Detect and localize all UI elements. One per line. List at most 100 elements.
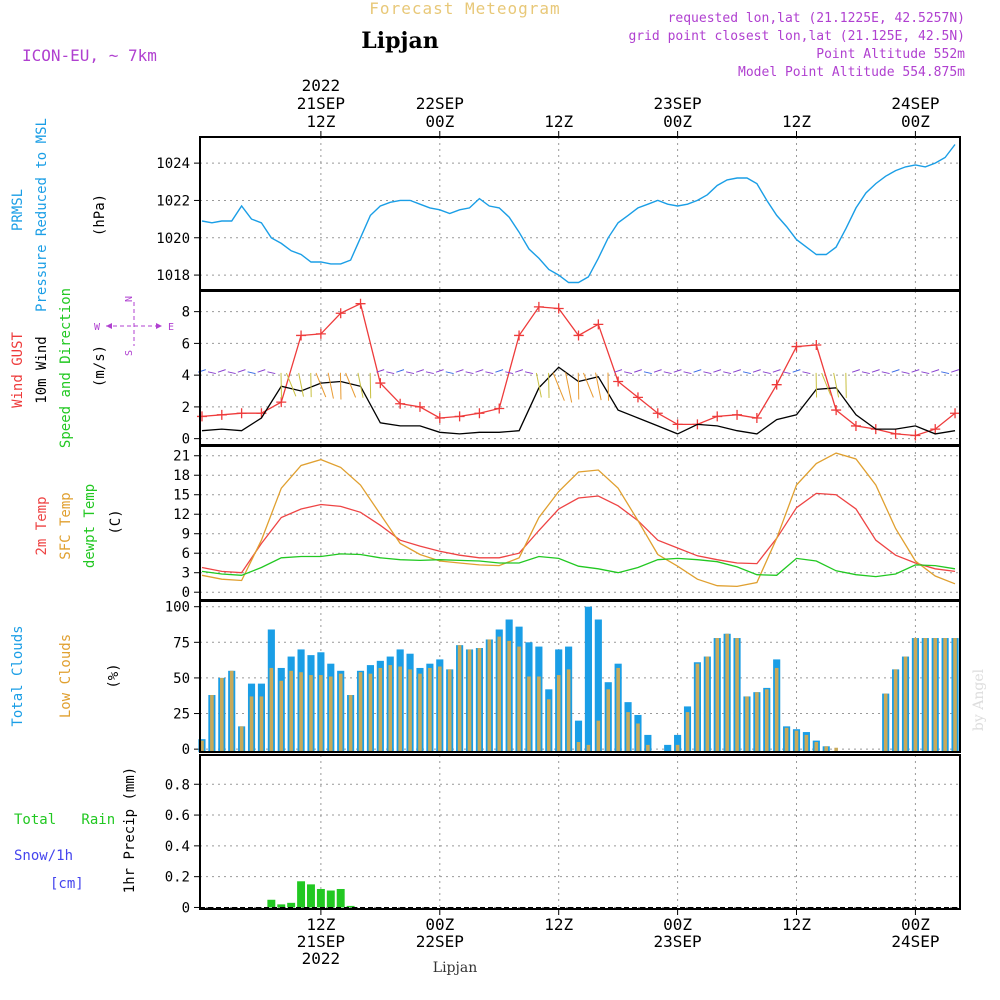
bottom-axis-label: 00Z xyxy=(663,915,692,934)
wind-arrow xyxy=(515,369,524,373)
compass-icon: N S W E xyxy=(94,296,174,356)
wind-arrow xyxy=(931,369,940,373)
y-tick-label: 1024 xyxy=(156,156,190,172)
y-tick-label: 75 xyxy=(173,635,190,651)
wind-arrow xyxy=(891,369,900,373)
wind-arrow xyxy=(505,371,514,375)
gust-marker xyxy=(355,298,366,309)
wind-arrow xyxy=(703,371,712,375)
wind-arrow xyxy=(713,369,722,373)
low-cloud-bar xyxy=(774,667,779,753)
low-cloud-bar xyxy=(438,666,442,753)
low-clouds-label: Low Clouds xyxy=(58,634,74,718)
y-tick-label: 9 xyxy=(182,527,190,543)
y-tick-label: 0.8 xyxy=(165,777,190,793)
gust-marker xyxy=(276,397,287,408)
low-cloud-bar xyxy=(824,746,829,753)
rain-bar xyxy=(346,905,355,908)
wind-arrow xyxy=(565,372,573,403)
wind-arrow xyxy=(357,372,364,398)
low-cloud-bar xyxy=(556,675,561,753)
wind-arrow xyxy=(683,371,692,375)
bottom-axis-label: 21SEP xyxy=(297,932,345,951)
wind-arrow xyxy=(624,371,633,375)
wind-arrow xyxy=(723,371,732,375)
low-cloud-bar xyxy=(913,638,918,753)
low-cloud-bar xyxy=(269,667,274,753)
low-cloud-bar xyxy=(537,676,541,753)
low-cloud-bar xyxy=(953,638,957,753)
snow-unit: [cm] xyxy=(50,876,84,892)
wind-arrow xyxy=(315,372,327,398)
gust-marker xyxy=(335,308,346,319)
gust-marker xyxy=(315,328,326,339)
low-cloud-bar xyxy=(893,669,898,753)
gust-marker xyxy=(930,424,941,435)
wind-unit: (m/s) xyxy=(92,345,108,387)
low-cloud-bar xyxy=(794,730,799,753)
low-cloud-bar xyxy=(319,675,323,753)
y-tick-label: 12 xyxy=(173,507,190,523)
wind-arrow xyxy=(607,372,610,401)
low-cloud-bar xyxy=(735,638,739,753)
low-cloud-bar xyxy=(457,645,462,753)
wind-arrow xyxy=(595,372,602,401)
wind-arrow xyxy=(298,372,304,397)
wind-arrow xyxy=(435,369,444,373)
low-cloud-bar xyxy=(626,712,630,753)
low-cloud-bar xyxy=(685,712,690,753)
gust-marker xyxy=(652,408,663,419)
gust-marker xyxy=(890,428,901,439)
wind-arrow xyxy=(871,369,880,373)
temp-dew-line xyxy=(201,553,956,578)
top-axis-label: 21SEP xyxy=(297,94,345,113)
low-cloud-bar xyxy=(646,744,650,753)
y-tick-label: 15 xyxy=(173,488,190,504)
gridpoint-coords: grid point closest lon,lat (21.125E, 42.… xyxy=(628,29,965,44)
low-cloud-bar xyxy=(358,672,363,753)
low-cloud-bar xyxy=(725,633,729,753)
low-cloud-bar xyxy=(745,696,749,753)
wind-arrow xyxy=(535,372,542,398)
pressure-label-name: Pressure Reduced to MSL xyxy=(34,118,50,312)
gust-marker xyxy=(672,419,683,430)
low-cloud-bar xyxy=(398,666,402,753)
wind-arrow xyxy=(762,371,771,375)
rain-bar xyxy=(297,881,306,908)
rain-bar xyxy=(316,888,325,908)
low-cloud-bar xyxy=(566,669,571,753)
low-cloud-bar xyxy=(279,680,284,753)
low-cloud-bar xyxy=(804,734,809,753)
wind-arrow xyxy=(339,372,342,400)
wind-arrow xyxy=(455,369,464,373)
low-cloud-bar xyxy=(388,665,393,753)
gust-marker xyxy=(296,330,307,341)
y-tick-label: 4 xyxy=(182,368,190,384)
wind-arrow xyxy=(911,369,920,373)
total-clouds-label: Total Clouds xyxy=(10,625,26,726)
bottom-axis-label: 24SEP xyxy=(891,932,939,951)
gust-marker xyxy=(831,405,842,416)
point-altitude: Point Altitude 552m xyxy=(816,47,965,62)
wind-arrow xyxy=(673,369,682,373)
wind-arrow xyxy=(782,371,791,375)
gust-marker xyxy=(771,379,782,390)
wind-arrow xyxy=(415,369,424,373)
bottom-axis-label: 12Z xyxy=(306,915,335,934)
gust-marker xyxy=(811,339,822,350)
y-tick-label: 0 xyxy=(182,742,190,758)
temp-sfc-line xyxy=(201,452,956,588)
gust-marker xyxy=(395,398,406,409)
y-tick-label: 21 xyxy=(173,449,190,465)
top-axis-label: 12Z xyxy=(782,112,811,131)
precip-plot-area xyxy=(200,755,960,909)
low-cloud-bar xyxy=(606,689,611,753)
wind-arrow xyxy=(376,369,385,373)
y-tick-label: 0 xyxy=(182,900,190,916)
wind-arrow xyxy=(643,371,652,375)
low-cloud-bar xyxy=(299,672,303,753)
low-cloud-bar xyxy=(368,673,373,753)
gust-marker xyxy=(434,413,445,424)
